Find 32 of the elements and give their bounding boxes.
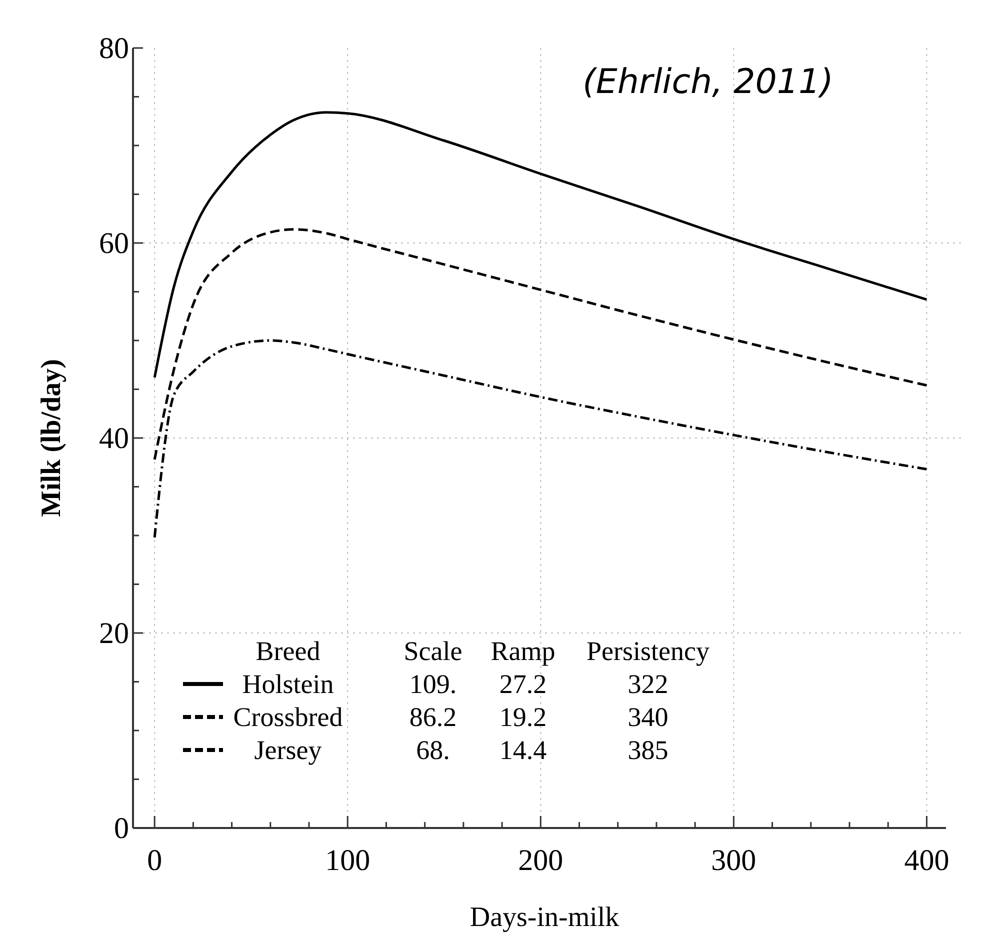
annotation: 27.2 [499,669,547,699]
annotation: (Ehrlich, 2011) [582,62,834,102]
legend-label: Jersey [254,735,322,765]
annotation: 14.4 [499,735,548,765]
legend-label: Holstein [242,669,334,699]
y-tick-label: 80 [99,32,129,65]
y-tick-label: 20 [99,617,129,650]
annotation: 109. [409,669,457,699]
annotation: Scale [404,636,462,666]
line-series [153,228,928,461]
annotation: 322 [628,669,668,699]
annotation: 340 [628,702,668,732]
legend-title: Breed [256,636,321,666]
y-axis-title: Milk (lb/day) [36,359,67,517]
annotation: Ramp [490,636,556,666]
x-tick-label: 200 [518,844,564,877]
line-series [153,111,928,379]
x-tick-label: 300 [711,844,756,877]
x-axis-title: Days-in-milk [470,902,620,933]
y-tick-label: 40 [99,422,129,455]
annotation: 385 [628,735,668,765]
x-tick-label: 400 [904,844,950,877]
annotation: 19.2 [499,702,547,732]
x-tick-label: 0 [147,844,162,877]
annotation: 86.2 [409,702,457,732]
annotation: 68. [416,735,450,765]
line-series [153,339,928,539]
annotation: Persistency [586,636,710,666]
y-tick-label: 60 [99,227,129,260]
x-tick-label: 100 [325,844,370,877]
legend-label: Crossbred [233,702,344,732]
y-tick-label: 0 [114,812,129,845]
